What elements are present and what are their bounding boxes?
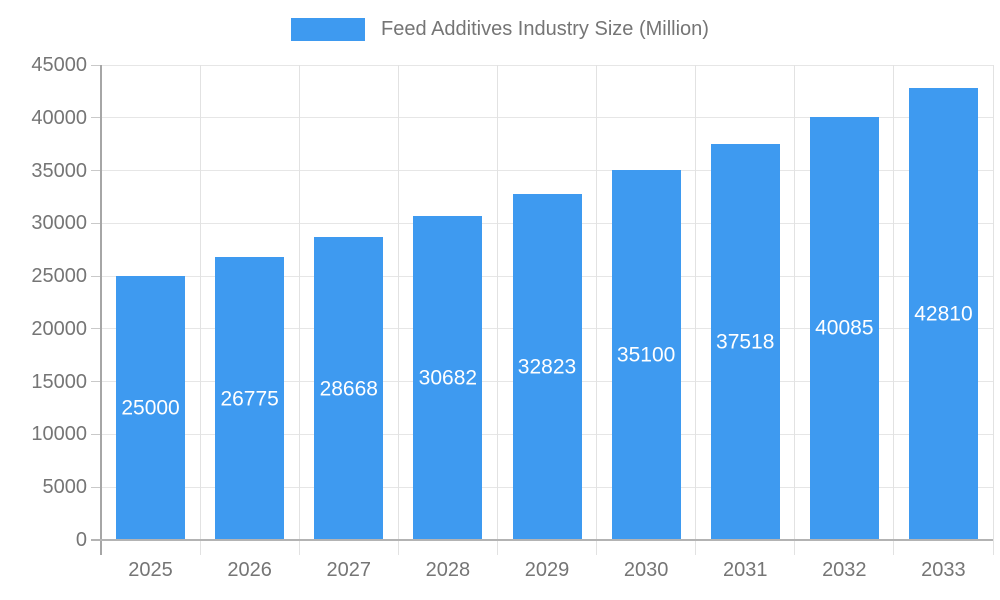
- bar-value-label: 42810: [914, 302, 973, 326]
- x-axis-tick-label: 2026: [227, 559, 272, 581]
- legend-label: Feed Additives Industry Size (Million): [381, 18, 709, 40]
- y-axis-line: [100, 65, 102, 555]
- y-axis-tick-label: 35000: [31, 159, 87, 182]
- gridline-horizontal: [101, 170, 993, 172]
- bar[interactable]: 32823: [512, 193, 582, 540]
- plot-area: 25000 26775 28668 30682 32823 35100 37518 40085…: [100, 64, 994, 555]
- y-axis-tick-label: 10000: [31, 423, 87, 446]
- x-axis-tick-label: 2029: [524, 559, 570, 581]
- bar[interactable]: 40085: [809, 116, 879, 540]
- y-axis-tick-label: 25000: [31, 265, 87, 288]
- bar-value-label: 26775: [220, 387, 279, 411]
- bar[interactable]: 42810: [908, 88, 978, 540]
- y-axis-tick-label: 5000: [42, 476, 88, 499]
- y-axis-tick-label: 40000: [31, 106, 87, 129]
- y-axis-tick-label: 30000: [31, 212, 87, 235]
- gridline-horizontal: [101, 117, 993, 119]
- bar-value-label: 32823: [517, 355, 577, 379]
- x-axis-tick-label: 2032: [822, 559, 867, 581]
- x-axis-tick-label: 2030: [623, 559, 669, 581]
- gridline-vertical: [397, 65, 399, 555]
- gridline-vertical: [596, 65, 598, 555]
- bar[interactable]: 37518: [710, 143, 780, 540]
- bar-value-label: 28668: [319, 377, 378, 401]
- y-axis-tick: [91, 433, 101, 435]
- y-axis-tick: [91, 222, 101, 224]
- y-axis-tick-label: 15000: [31, 370, 87, 393]
- bar[interactable]: 30682: [413, 216, 483, 540]
- y-axis-tick: [91, 328, 101, 330]
- gridline-vertical: [298, 65, 300, 555]
- x-axis-tick-label: 2031: [722, 559, 768, 581]
- bar[interactable]: 26775: [215, 257, 285, 540]
- bar[interactable]: 25000: [116, 276, 186, 540]
- y-axis-tick: [91, 275, 101, 277]
- gridline-vertical: [794, 65, 796, 555]
- x-axis-tick-label: 2033: [921, 559, 966, 581]
- bar-value-label: 40085: [815, 316, 874, 340]
- gridline-vertical: [695, 65, 697, 555]
- x-axis-tick-label: 2027: [326, 559, 372, 581]
- gridline-vertical: [496, 65, 498, 555]
- bar[interactable]: 35100: [611, 169, 681, 540]
- bar-value-label: 37518: [716, 330, 775, 354]
- x-axis-tick-label: 2028: [425, 559, 471, 581]
- bar-value-label: 35100: [616, 343, 676, 367]
- bar-value-label: 25000: [121, 396, 180, 420]
- y-axis-tick: [91, 64, 101, 66]
- y-axis-tick-label: 45000: [31, 54, 87, 76]
- gridline-horizontal: [101, 64, 993, 66]
- legend: Feed Additives Industry Size (Million): [0, 18, 1000, 41]
- gridline-vertical: [199, 65, 201, 555]
- x-axis-tick-label: 2025: [128, 559, 173, 581]
- y-axis-tick: [91, 381, 101, 383]
- y-axis-tick: [91, 486, 101, 488]
- legend-color-swatch: [291, 18, 366, 41]
- gridline-vertical: [893, 65, 895, 555]
- bar-value-label: 30682: [418, 366, 478, 390]
- bar[interactable]: 28668: [314, 237, 384, 540]
- y-axis-tick: [91, 117, 101, 119]
- x-axis-baseline: [91, 539, 993, 541]
- y-axis-tick: [91, 170, 101, 172]
- y-axis-tick-label: 20000: [31, 317, 87, 340]
- gridline-vertical: [992, 65, 994, 555]
- y-axis-tick-label: 0: [75, 529, 87, 551]
